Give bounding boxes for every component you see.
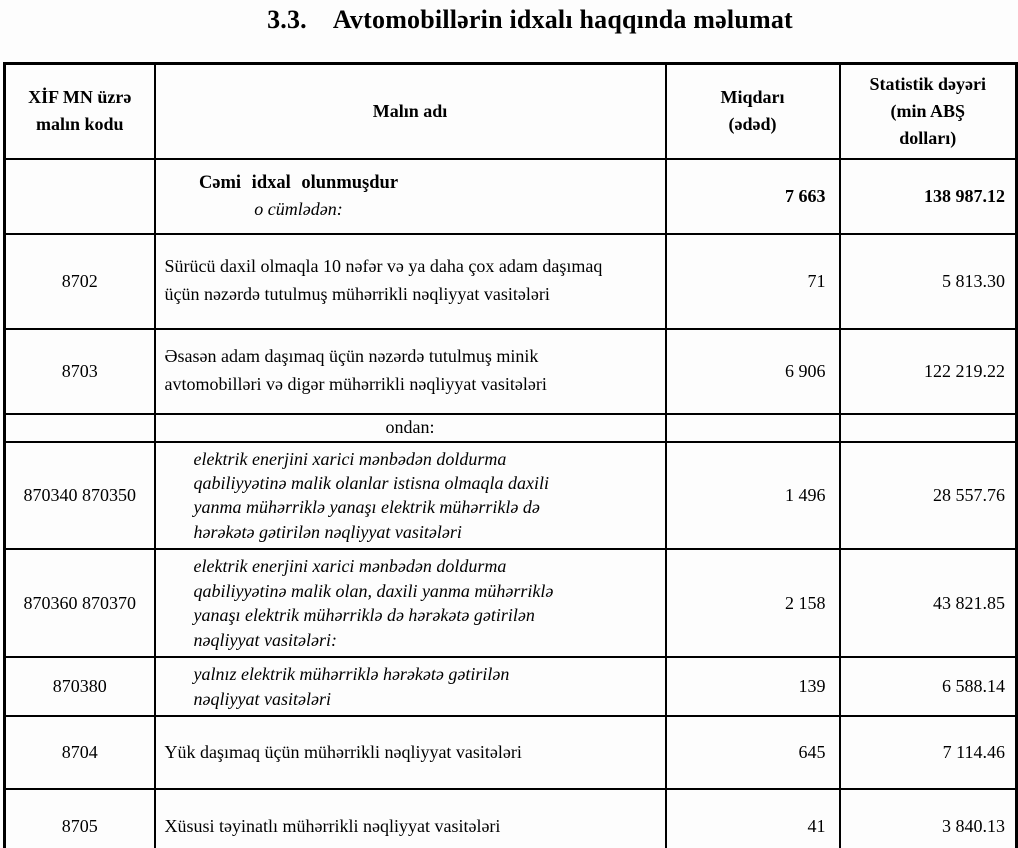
value-cell: 122 219.22 [838, 327, 1018, 415]
code-cell: 8702 [3, 232, 156, 330]
table-header-row: XİF MN üzrə malın kodu Malın adı Miqdarı… [3, 62, 1018, 160]
code-cell: 870360 870370 [3, 548, 156, 659]
table-row-total: Cəmi idxal olunmuşdur o cümlədən: 7 663 … [3, 157, 1018, 235]
value-cell: 28 557.76 [838, 440, 1018, 551]
code-cell: 870380 [3, 656, 156, 718]
name-cell: Əsasən adam daşımaq üçün nəzərdə tutulmu… [153, 327, 667, 415]
value-cell: 43 821.85 [838, 548, 1018, 659]
value-cell: 6 588.14 [838, 656, 1018, 718]
qty-cell: 71 [664, 232, 841, 330]
code-cell: 8705 [3, 788, 156, 848]
value-cell: 7 114.46 [838, 715, 1018, 791]
name-cell: elektrik enerjini xarici mənbədən doldur… [153, 548, 667, 659]
total-sublabel: o cümlədən: [254, 199, 343, 220]
qty-cell: 6 906 [664, 327, 841, 415]
column-header-code: XİF MN üzrə malın kodu [3, 62, 156, 160]
section-title-text: Avtomobillərin idxalı haqqında məlumat [332, 5, 793, 34]
value-cell [838, 412, 1018, 443]
imports-table: XİF MN üzrə malın kodu Malın adı Miqdarı… [3, 62, 1018, 848]
qty-cell: 7 663 [664, 157, 841, 235]
code-cell: 870340 870350 [3, 440, 156, 551]
qty-cell: 2 158 [664, 548, 841, 659]
code-cell [3, 157, 156, 235]
table-row: 870380 yalnız elektrik mühərriklə hərəkə… [3, 656, 1018, 718]
column-header-name: Malın adı [153, 62, 667, 160]
code-cell: 8703 [3, 327, 156, 415]
table-row: 870360 870370 elektrik enerjini xarici m… [3, 548, 1018, 659]
qty-cell: 139 [664, 656, 841, 718]
qty-cell: 1 496 [664, 440, 841, 551]
table-row: 8703 Əsasən adam daşımaq üçün nəzərdə tu… [3, 327, 1018, 415]
name-cell: Xüsusi təyinatlı mühərrikli nəqliyyat va… [153, 788, 667, 848]
name-cell: yalnız elektrik mühərriklə hərəkətə gəti… [153, 656, 667, 718]
table-row: 8704 Yük daşımaq üçün mühərrikli nəqliyy… [3, 715, 1018, 791]
total-label-block: Cəmi idxal olunmuşdur o cümlədən: [165, 170, 603, 223]
column-header-value: Statistik dəyəri (min ABŞ dolları) [838, 62, 1018, 160]
value-cell: 3 840.13 [838, 788, 1018, 848]
qty-cell: 645 [664, 715, 841, 791]
name-cell: Cəmi idxal olunmuşdur o cümlədən: [153, 157, 667, 235]
name-cell: Sürücü daxil olmaqla 10 nəfər və ya daha… [153, 232, 667, 330]
name-cell: Yük daşımaq üçün mühərrikli nəqliyyat va… [153, 715, 667, 791]
code-cell: 8704 [3, 715, 156, 791]
page-title: 3.3. Avtomobillərin idxalı haqqında məlum… [42, 5, 1018, 35]
column-header-qty: Miqdarı (ədəd) [664, 62, 841, 160]
value-cell: 5 813.30 [838, 232, 1018, 330]
qty-cell: 41 [664, 788, 841, 848]
subheader-cell: ondan: [153, 412, 667, 443]
table-row: 8705 Xüsusi təyinatlı mühərrikli nəqliyy… [3, 788, 1018, 848]
code-cell [3, 412, 156, 443]
qty-cell [664, 412, 841, 443]
table-row: 8702 Sürücü daxil olmaqla 10 nəfər və ya… [3, 232, 1018, 330]
name-cell: elektrik enerjini xarici mənbədən doldur… [153, 440, 667, 551]
table-row: 870340 870350 elektrik enerjini xarici m… [3, 440, 1018, 551]
section-number: 3.3. [267, 5, 307, 34]
table-row-subheader: ondan: [3, 412, 1018, 443]
total-label: Cəmi idxal olunmuşdur [198, 172, 399, 193]
value-cell: 138 987.12 [838, 157, 1018, 235]
